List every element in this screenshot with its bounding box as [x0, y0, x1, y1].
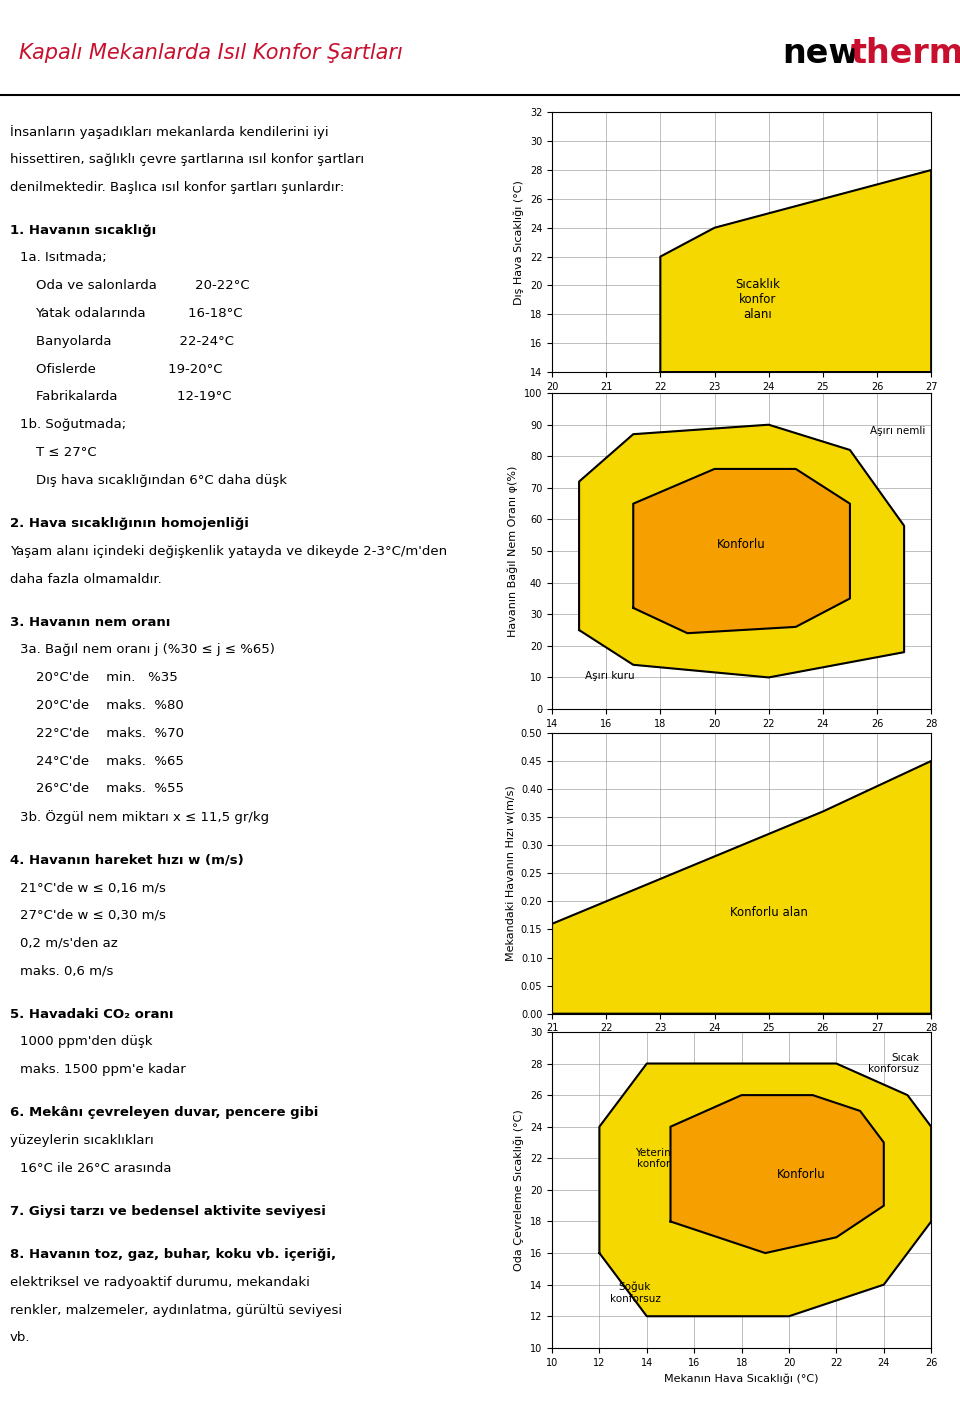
Polygon shape: [660, 170, 931, 372]
Text: 0,2 m/s'den az: 0,2 m/s'den az: [20, 936, 118, 949]
Text: 1a. Isıtmada;: 1a. Isıtmada;: [20, 251, 107, 264]
Text: new: new: [782, 37, 859, 70]
Y-axis label: Dış Hava Sıcaklığı (°C): Dış Hava Sıcaklığı (°C): [514, 180, 524, 305]
Text: daha fazla olmamaldır.: daha fazla olmamaldır.: [10, 573, 161, 585]
X-axis label: Mekanın Hava Sıcaklığı (°C): Mekanın Hava Sıcaklığı (°C): [664, 734, 819, 744]
Text: T ≤ 27°C: T ≤ 27°C: [36, 446, 96, 459]
Polygon shape: [670, 1095, 884, 1252]
Text: 22°C'de    maks.  %70: 22°C'de maks. %70: [36, 727, 183, 740]
Text: İnsanların yaşadıkları mekanlarda kendilerini iyi: İnsanların yaşadıkları mekanlarda kendil…: [10, 125, 328, 139]
X-axis label: Mekanın Hava Sıcaklığı (°C): Mekanın Hava Sıcaklığı (°C): [664, 1373, 819, 1383]
Text: 1. Havanın sıcaklığı: 1. Havanın sıcaklığı: [10, 223, 156, 237]
Text: 6. Mekânı çevreleyen duvar, pencere gibi: 6. Mekânı çevreleyen duvar, pencere gibi: [10, 1106, 318, 1119]
Text: 3. Havanın nem oranı: 3. Havanın nem oranı: [10, 615, 170, 629]
Text: 21°C'de w ≤ 0,16 m/s: 21°C'de w ≤ 0,16 m/s: [20, 882, 166, 894]
Text: 7. Giysi tarzı ve bedensel aktivite seviyesi: 7. Giysi tarzı ve bedensel aktivite sevi…: [10, 1205, 325, 1217]
Text: vb.: vb.: [10, 1331, 30, 1345]
Text: 27°C'de w ≤ 0,30 m/s: 27°C'de w ≤ 0,30 m/s: [20, 908, 166, 922]
Text: 20°C'de    min.   %35: 20°C'de min. %35: [36, 671, 178, 684]
Text: Sıcak
konforsuz: Sıcak konforsuz: [869, 1053, 920, 1074]
Text: denilmektedir. Başlıca ısıl konfor şartları şunlardır:: denilmektedir. Başlıca ısıl konfor şartl…: [10, 181, 344, 194]
Text: Dış hava sıcaklığından 6°C daha düşk: Dış hava sıcaklığından 6°C daha düşk: [36, 473, 286, 487]
Polygon shape: [552, 761, 931, 1014]
Text: Yatak odalarında          16-18°C: Yatak odalarında 16-18°C: [36, 307, 243, 320]
Text: Konforlu: Konforlu: [777, 1168, 826, 1181]
Text: 24°C'de    maks.  %65: 24°C'de maks. %65: [36, 754, 183, 768]
Text: 2. Hava sıcaklığının homojenliği: 2. Hava sıcaklığının homojenliği: [10, 517, 249, 529]
Text: Kapalı Mekanlarda Isıl Konfor Şartları: Kapalı Mekanlarda Isıl Konfor Şartları: [19, 44, 403, 63]
Text: 4. Havanın hareket hızı w (m/s): 4. Havanın hareket hızı w (m/s): [10, 854, 243, 866]
Text: 5. Havadaki CO₂ oranı: 5. Havadaki CO₂ oranı: [10, 1008, 173, 1021]
Text: 3b. Özgül nem miktarı x ≤ 11,5 gr/kg: 3b. Özgül nem miktarı x ≤ 11,5 gr/kg: [20, 810, 269, 824]
Y-axis label: Havanın Bağıl Nem Oranı φ(%): Havanın Bağıl Nem Oranı φ(%): [508, 465, 518, 637]
Text: 26°C'de    maks.  %55: 26°C'de maks. %55: [36, 782, 183, 796]
Text: 8. Havanın toz, gaz, buhar, koku vb. içeriği,: 8. Havanın toz, gaz, buhar, koku vb. içe…: [10, 1248, 336, 1261]
Text: Aşırı nemli: Aşırı nemli: [871, 425, 925, 437]
Text: yüzeylerin sıcaklıkları: yüzeylerin sıcaklıkları: [10, 1134, 154, 1147]
Text: 3a. Bağıl nem oranı j (%30 ≤ j ≤ %65): 3a. Bağıl nem oranı j (%30 ≤ j ≤ %65): [20, 643, 275, 657]
Text: Yaşam alanı içindeki değişkenlik yatayda ve dikeyde 2-3°C/m'den: Yaşam alanı içindeki değişkenlik yatayda…: [10, 545, 446, 557]
Text: elektriksel ve radyoaktif durumu, mekandaki: elektriksel ve radyoaktif durumu, mekand…: [10, 1276, 309, 1289]
Text: Konforlu alan: Konforlu alan: [730, 906, 807, 920]
Text: 20°C'de    maks.  %80: 20°C'de maks. %80: [36, 699, 183, 712]
Text: 1000 ppm'den düşk: 1000 ppm'den düşk: [20, 1035, 153, 1049]
Text: Aşırı kuru: Aşırı kuru: [585, 671, 635, 681]
Text: hissettiren, sağlıklı çevre şartlarına ısıl konfor şartları: hissettiren, sağlıklı çevre şartlarına ı…: [10, 153, 364, 166]
Text: Banyolarda                22-24°C: Banyolarda 22-24°C: [36, 334, 233, 348]
Text: Oda ve salonlarda         20-22°C: Oda ve salonlarda 20-22°C: [36, 279, 250, 292]
Text: maks. 0,6 m/s: maks. 0,6 m/s: [20, 965, 113, 977]
Text: Fabrikalarda              12-19°C: Fabrikalarda 12-19°C: [36, 390, 231, 403]
Polygon shape: [579, 424, 904, 677]
Text: Soğuk
konforsuz: Soğuk konforsuz: [610, 1282, 660, 1303]
Y-axis label: Oda Çevreleme Sıcaklığı (°C): Oda Çevreleme Sıcaklığı (°C): [514, 1109, 524, 1271]
Text: therm: therm: [851, 37, 960, 70]
Text: Yeterince konforlu: Yeterince konforlu: [742, 600, 836, 609]
Text: Sıcaklık
konfor
alanı: Sıcaklık konfor alanı: [735, 278, 780, 322]
Text: Konforlu: Konforlu: [717, 538, 766, 552]
Text: Ofislerde                 19-20°C: Ofislerde 19-20°C: [36, 362, 222, 376]
Text: 16°C ile 26°C arasında: 16°C ile 26°C arasında: [20, 1163, 172, 1175]
Text: 1b. Soğutmada;: 1b. Soğutmada;: [20, 418, 126, 431]
X-axis label: Mekanın Hava Sıcaklığı (°C): Mekanın Hava Sıcaklığı (°C): [664, 397, 819, 407]
Polygon shape: [634, 469, 850, 633]
Text: renkler, malzemeler, aydınlatma, gürültü seviyesi: renkler, malzemeler, aydınlatma, gürültü…: [10, 1304, 342, 1317]
Text: Yeterince
konforlu: Yeterince konforlu: [635, 1147, 683, 1170]
Y-axis label: Mekandaki Havanın Hızı w(m/s): Mekandaki Havanın Hızı w(m/s): [505, 785, 516, 962]
Polygon shape: [599, 1064, 931, 1317]
X-axis label: Mekanın Hava Sıcaklığı (°C): Mekanın Hava Sıcaklığı (°C): [664, 1039, 819, 1049]
Text: maks. 1500 ppm'e kadar: maks. 1500 ppm'e kadar: [20, 1063, 185, 1077]
